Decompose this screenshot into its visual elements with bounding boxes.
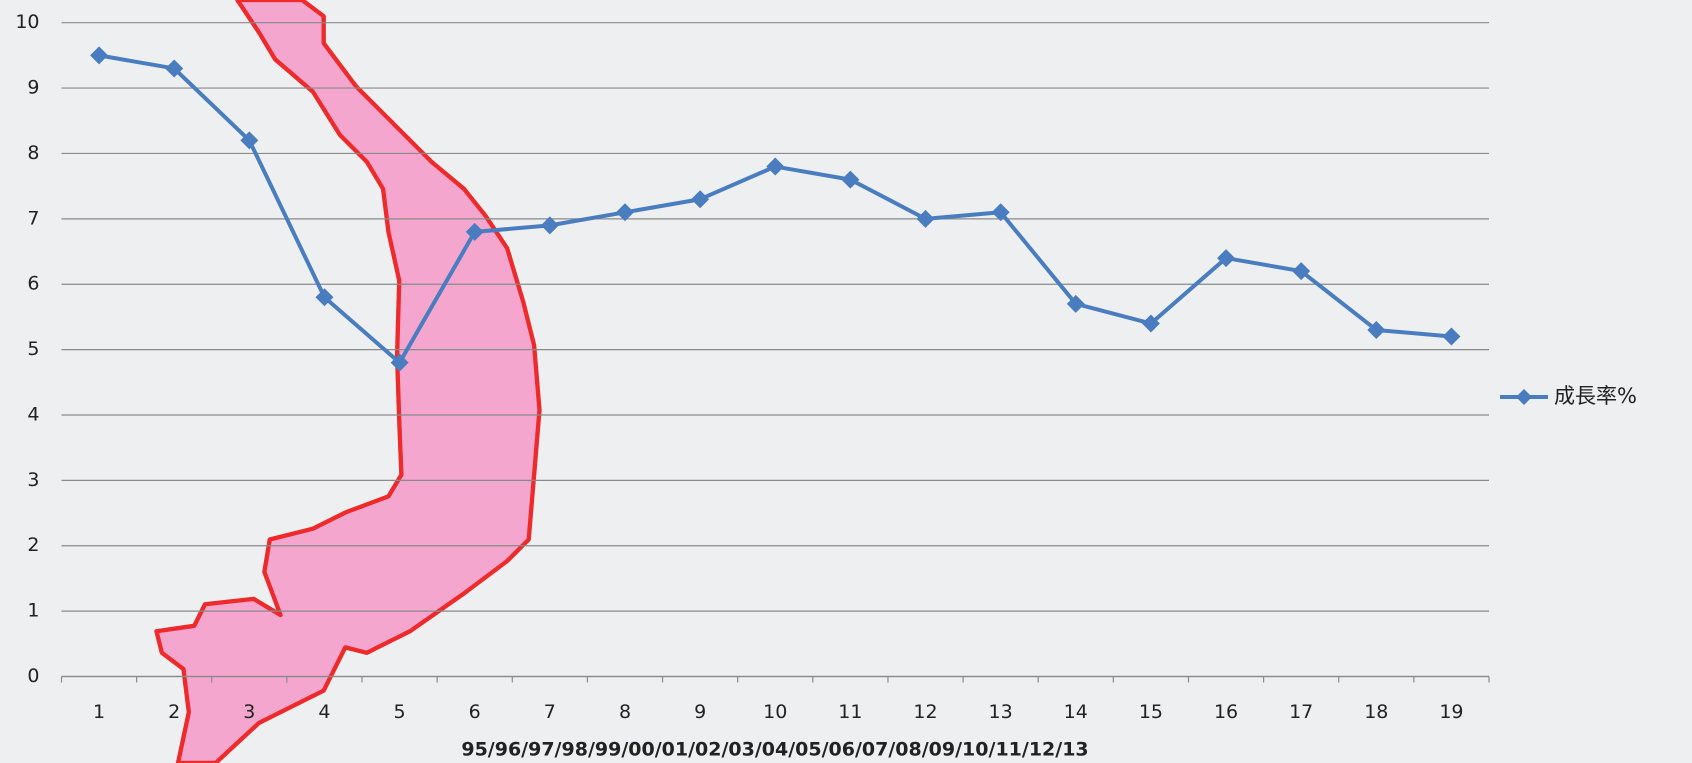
point-marker [991,203,1010,222]
x-tick-label: 3 [243,701,255,723]
x-tick-label: 16 [1214,701,1238,723]
x-tick-label: 18 [1364,701,1388,723]
point-marker [1442,327,1461,346]
point-marker [90,46,109,65]
point-marker [1141,314,1160,333]
point-marker [315,288,334,307]
y-tick-label: 0 [27,665,39,687]
point-marker [540,216,559,235]
legend-label: 成長率% [1554,384,1637,408]
point-marker [1217,249,1236,268]
x-axis-label: 95/96/97/98/99/00/01/02/03/04/05/06/07/0… [461,739,1088,761]
y-tick-label: 3 [27,469,39,491]
x-tick-label: 2 [168,701,180,723]
y-tick-label: 7 [27,207,39,229]
point-marker [240,131,259,150]
map-drawing [154,0,542,763]
point-marker [766,157,785,176]
x-tick-label: 7 [544,701,556,723]
legend-marker [1516,389,1532,405]
x-tick-label: 4 [318,701,330,723]
point-marker [465,222,484,241]
x-tick-label: 1 [93,701,105,723]
point-marker [1066,294,1085,313]
x-tick-label: 8 [619,701,631,723]
point-marker [916,209,935,228]
point-marker [1367,320,1386,339]
point-marker [691,190,710,209]
x-tick-label: 14 [1064,701,1088,723]
x-tick-label: 5 [394,701,406,723]
y-tick-label: 2 [27,534,39,556]
point-marker [841,170,860,189]
x-tick-label: 9 [694,701,706,723]
y-tick-label: 1 [27,600,39,622]
y-tick-label: 5 [27,338,39,360]
x-tick-label: 10 [763,701,787,723]
point-marker [165,59,184,78]
x-tick-label: 12 [913,701,937,723]
x-tick-label: 17 [1289,701,1313,723]
x-tick-label: 13 [989,701,1013,723]
y-tick-label: 9 [27,77,39,99]
x-tick-label: 6 [469,701,481,723]
y-tick-label: 8 [27,142,39,164]
y-tick-label: 10 [15,11,39,33]
x-tick-label: 19 [1439,701,1463,723]
point-marker [615,203,634,222]
point-marker [390,353,409,372]
x-tick-label: 15 [1139,701,1163,723]
y-tick-label: 6 [27,273,39,295]
point-marker [1292,262,1311,281]
y-tick-label: 4 [27,403,39,425]
x-tick-label: 11 [838,701,862,723]
